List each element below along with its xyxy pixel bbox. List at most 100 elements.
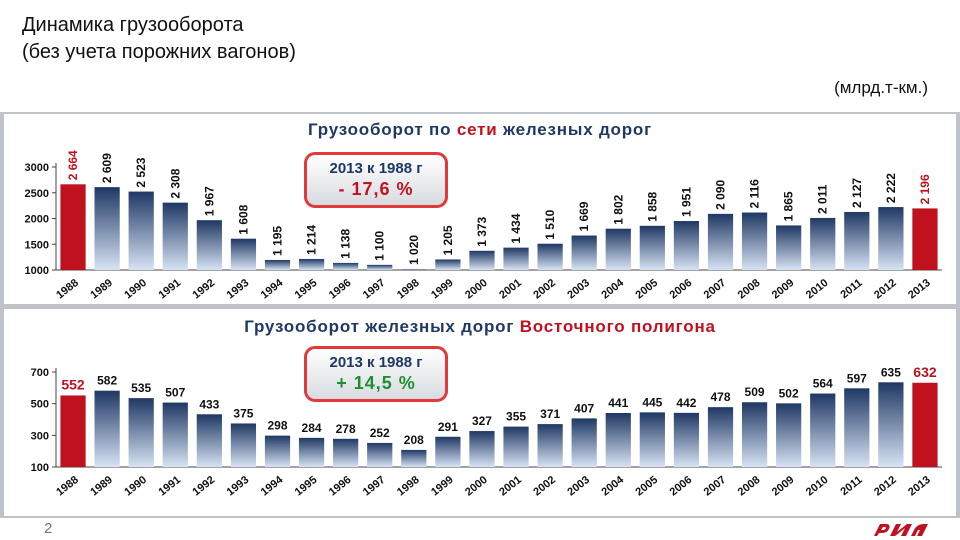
data-label: 2 127 <box>850 178 864 208</box>
bar <box>503 247 529 270</box>
data-label: 582 <box>97 374 117 388</box>
x-tick-label: 2002 <box>531 277 558 302</box>
data-label: 2 196 <box>918 174 932 204</box>
data-label: 355 <box>506 410 526 424</box>
y-tick-label: 2000 <box>25 214 49 226</box>
x-tick-label: 1996 <box>327 474 354 499</box>
data-label: 1 373 <box>475 216 489 246</box>
x-tick-label: 2001 <box>497 474 524 499</box>
bar <box>844 388 870 467</box>
x-tick-label: 2005 <box>634 277 661 302</box>
eastern-chart-card: Грузооборот железных дорог Восточного по… <box>4 309 956 516</box>
data-label: 252 <box>370 426 390 440</box>
x-tick-label: 2013 <box>906 474 933 499</box>
network-chart-card: Грузооборот по сети железных дорог 1000 1… <box>4 114 956 304</box>
y-tick-label: 100 <box>31 462 49 474</box>
data-label: 407 <box>574 401 594 415</box>
data-label: 371 <box>540 407 560 421</box>
bar <box>162 402 188 467</box>
data-label: 291 <box>438 420 458 434</box>
bar <box>264 259 291 270</box>
page-number: 2 <box>44 520 53 537</box>
x-tick-label: 2003 <box>565 474 592 499</box>
bar <box>401 268 427 270</box>
bar <box>673 412 700 467</box>
bar <box>673 221 700 270</box>
x-tick-label: 2009 <box>770 474 797 499</box>
network-change-badge: 2013 к 1988 г - 17,6 % <box>304 152 448 208</box>
x-tick-label: 1997 <box>361 277 388 302</box>
data-label: 509 <box>745 385 765 399</box>
bar <box>776 225 802 270</box>
bar <box>333 262 359 270</box>
x-tick-label: 2000 <box>463 474 490 499</box>
y-tick-label: 1000 <box>25 265 49 277</box>
bar <box>298 258 325 270</box>
bar <box>162 202 188 270</box>
x-tick-label: 2006 <box>668 474 695 499</box>
bar <box>128 398 154 467</box>
data-label: 1 669 <box>577 201 591 231</box>
x-tick-label: 1990 <box>122 277 149 302</box>
x-tick-label: 1997 <box>361 474 388 499</box>
x-tick-label: 2010 <box>804 277 831 302</box>
eastern-bar-chart: 100 300 500 700 552 1988 582 1989 535 1990 507 1991… <box>31 364 942 499</box>
x-tick-label: 2007 <box>702 474 729 499</box>
bar <box>230 238 257 270</box>
bar <box>741 212 768 270</box>
data-label: 433 <box>199 397 219 411</box>
data-label: 1 865 <box>782 191 796 221</box>
network-chart-title: Грузооборот по сети железных дорог <box>4 120 956 140</box>
data-label: 1 434 <box>509 213 523 243</box>
data-label: 1 214 <box>305 225 319 255</box>
bar <box>401 449 427 467</box>
slide-footer <box>0 518 960 540</box>
x-tick-label: 2008 <box>736 277 763 302</box>
bar <box>333 438 359 467</box>
bar <box>639 412 665 467</box>
bar <box>196 414 222 467</box>
data-label: 597 <box>847 371 867 385</box>
bar <box>469 250 495 270</box>
bar <box>639 225 665 270</box>
bar <box>605 413 631 467</box>
data-label: 552 <box>61 376 85 392</box>
bar <box>707 213 734 270</box>
x-tick-label: 2005 <box>634 474 661 499</box>
bar <box>810 217 836 270</box>
eastern-badge-line2: + 14,5 % <box>336 373 416 393</box>
bar <box>810 393 836 467</box>
network-chart-title-part3: железных дорог <box>497 120 652 139</box>
x-tick-label: 1989 <box>88 474 115 499</box>
bar <box>844 211 870 270</box>
bar <box>912 208 938 270</box>
data-label: 1 858 <box>645 191 659 221</box>
data-label: 1 608 <box>236 204 250 234</box>
bar <box>367 442 393 467</box>
data-label: 632 <box>913 364 937 380</box>
bar <box>503 426 529 467</box>
x-tick-label: 1994 <box>259 276 286 301</box>
bar <box>230 423 257 467</box>
data-label: 1 951 <box>679 187 693 217</box>
eastern-change-badge: 2013 к 1988 г + 14,5 % <box>304 346 448 402</box>
x-tick-label: 1993 <box>225 474 252 499</box>
data-label: 2 011 <box>816 184 830 214</box>
y-tick-label: 3000 <box>25 162 49 174</box>
eastern-badge-line1: 2013 к 1988 г <box>329 354 423 371</box>
bar <box>537 243 563 270</box>
data-label: 375 <box>233 406 253 420</box>
bar <box>264 435 291 467</box>
data-label: 1 205 <box>441 225 455 255</box>
unit-label: (млрд.т-км.) <box>834 78 928 97</box>
bar <box>128 191 154 270</box>
data-label: 278 <box>336 422 356 436</box>
eastern-chart-title-part1: Грузооборот железных дорог <box>244 317 520 336</box>
data-label: 2 090 <box>714 180 728 210</box>
x-tick-label: 2004 <box>599 276 626 301</box>
network-badge-line2: - 17,6 % <box>338 179 414 199</box>
x-tick-label: 2006 <box>668 277 695 302</box>
x-tick-label: 1992 <box>191 474 218 499</box>
data-label: 502 <box>779 386 799 400</box>
x-tick-label: 2012 <box>872 474 899 499</box>
